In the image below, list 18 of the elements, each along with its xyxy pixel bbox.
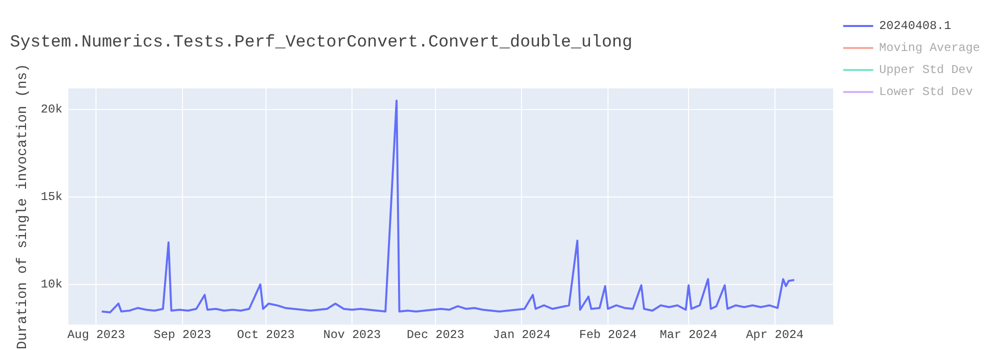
legend-label: Lower Std Dev	[879, 85, 973, 100]
y-tick-label: 10k	[40, 278, 62, 292]
x-tick-label: Nov 2023	[323, 328, 381, 342]
x-tick-label: Sep 2023	[154, 328, 212, 342]
x-tick-label: Apr 2024	[746, 328, 804, 342]
x-tick-label: Jan 2024	[492, 328, 551, 342]
x-tick-label: Aug 2023	[67, 328, 126, 342]
x-tick-label: Oct 2023	[237, 328, 295, 342]
x-tick-label: Dec 2023	[406, 328, 464, 342]
legend-label: Moving Average	[879, 41, 980, 56]
chart-title: System.Numerics.Tests.Perf_VectorConvert.Convert_double_ulong	[10, 34, 632, 53]
legend-label: 20240408.1	[879, 19, 952, 34]
y-axis-title: Duration of single invocation (ns)	[15, 64, 32, 350]
y-tick-label: 20k	[40, 102, 62, 117]
y-tick-label: 15k	[40, 190, 62, 204]
x-tick-label: Mar 2024	[660, 328, 718, 342]
legend-label: Upper Std Dev	[879, 63, 973, 78]
x-tick-label: Feb 2024	[579, 328, 637, 342]
